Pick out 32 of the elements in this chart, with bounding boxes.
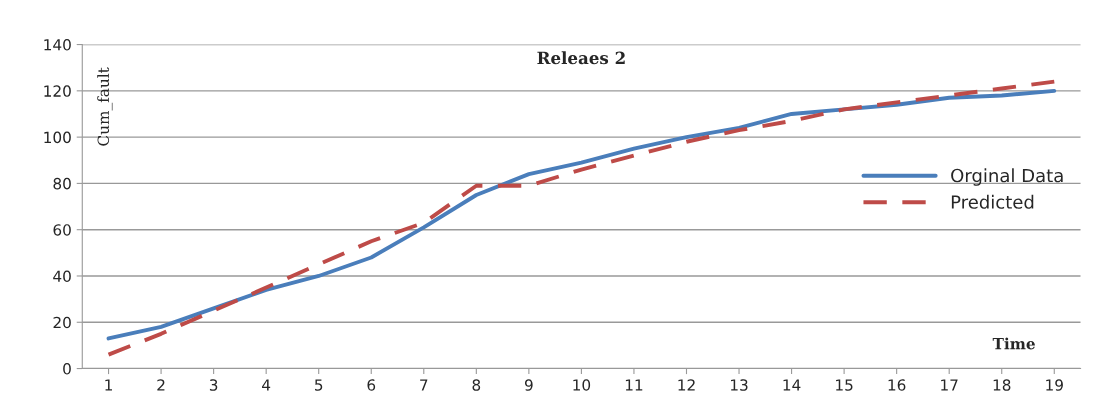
x-tick-label: 16 — [888, 379, 906, 391]
x-axis-title: Time — [992, 337, 1035, 350]
x-tick-label: 8 — [472, 379, 481, 391]
x-tick-label: 3 — [209, 379, 218, 391]
legend-label: Predicted — [951, 194, 1034, 209]
x-tick-label: 11 — [625, 379, 643, 391]
y-tick-label: 20 — [53, 316, 71, 329]
x-tick-label: 14 — [783, 379, 801, 391]
x-tick-label: 9 — [524, 379, 533, 391]
x-tick-label: 4 — [262, 379, 271, 391]
x-tick-label: 7 — [420, 379, 428, 391]
x-tick-label: 13 — [730, 379, 748, 391]
x-tick-label: 2 — [157, 379, 165, 391]
y-axis-title: Cum_fault — [97, 67, 113, 146]
y-tick-label: 100 — [44, 131, 71, 144]
x-tick-label: 10 — [573, 379, 591, 391]
x-tick-label: 5 — [315, 379, 323, 391]
x-tick-label: 1 — [105, 379, 112, 391]
y-tick-label: 80 — [53, 177, 71, 190]
x-tick-label: 15 — [836, 379, 853, 391]
y-tick-label: 60 — [53, 224, 71, 236]
y-tick-label: 120 — [44, 85, 71, 97]
x-tick-label: 17 — [941, 379, 958, 391]
y-tick-label: 40 — [53, 270, 71, 282]
y-tick-label: 140 — [44, 39, 71, 51]
x-tick-label: 12 — [678, 379, 695, 391]
chart-title: Releaes 2 — [537, 51, 625, 65]
x-tick-label: 19 — [1046, 379, 1063, 391]
x-tick-label: 6 — [367, 379, 376, 391]
legend-label: Orginal Data — [951, 168, 1063, 186]
x-tick-label: 18 — [993, 379, 1011, 391]
y-tick-label: 0 — [63, 363, 71, 375]
